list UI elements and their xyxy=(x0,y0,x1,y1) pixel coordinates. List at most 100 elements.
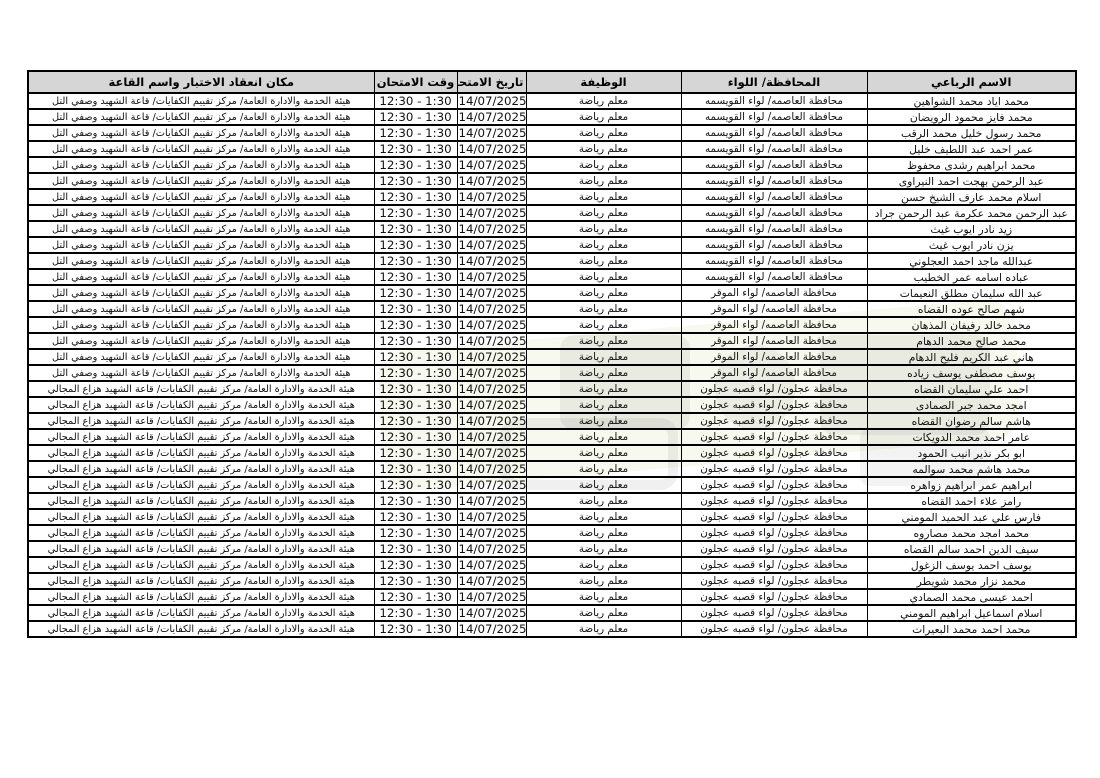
cell-exam-location: هيئة الخدمة والادارة العامة/ مركز تقييم … xyxy=(27,380,375,398)
table-row: محمد امجد محمد مصاروه محافظة عجلون/ لواء… xyxy=(27,524,1077,542)
cell-district: محافظة عجلون/ لواء قصبه عجلون xyxy=(680,476,868,494)
cell-full-name: يزن نادر ايوب غيث xyxy=(866,236,1077,254)
cell-exam-location: هيئة الخدمة والادارة العامة/ مركز تقييم … xyxy=(27,172,375,190)
table-row: عبد الله سليمان مطلق النعيمات محافظة الع… xyxy=(27,284,1077,302)
cell-district: محافظة عجلون/ لواء قصبه عجلون xyxy=(680,460,868,478)
cell-job: معلم رياضة xyxy=(525,204,682,222)
cell-full-name: اسلام محمد عارف الشيخ حسن xyxy=(866,188,1077,206)
cell-full-name: عباده اسامه عمر الخطيب xyxy=(866,268,1077,286)
cell-exam-date: 14/07/2025 xyxy=(456,572,527,590)
cell-exam-location: هيئة الخدمة والادارة العامة/ مركز تقييم … xyxy=(27,412,375,430)
col-header-exam-location-hall: مكان انعقاد الاختبار واسم القاعة xyxy=(27,70,375,94)
cell-full-name: رامز علاء احمد القضاه xyxy=(866,492,1077,510)
table-row: ابو بكر نذير انيب الحمود محافظة عجلون/ ل… xyxy=(27,444,1077,462)
cell-job: معلم رياضة xyxy=(525,492,682,510)
cell-job: معلم رياضة xyxy=(525,252,682,270)
cell-exam-location: هيئة الخدمة والادارة العامة/ مركز تقييم … xyxy=(27,476,375,494)
cell-full-name: محمد صالح محمد الدهام xyxy=(866,332,1077,350)
cell-exam-location: هيئة الخدمة والادارة العامة/ مركز تقييم … xyxy=(27,524,375,542)
cell-exam-location: هيئة الخدمة والادارة العامة/ مركز تقييم … xyxy=(27,140,375,158)
cell-exam-date: 14/07/2025 xyxy=(456,284,527,302)
cell-full-name: سيف الدين احمد سالم القضاه xyxy=(866,540,1077,558)
table-body: محمد اياد محمد الشواهين محافظة العاصمه/ … xyxy=(27,92,1077,638)
cell-job: معلم رياضة xyxy=(525,556,682,574)
cell-exam-location: هيئة الخدمة والادارة العامة/ مركز تقييم … xyxy=(27,508,375,526)
table-row: محمد ابراهيم رشدى محفوظ محافظة العاصمه/ … xyxy=(27,156,1077,174)
table-row: عبد الرحمن بهجت احمد النيراوى محافظة الع… xyxy=(27,172,1077,190)
table-row: رامز علاء احمد القضاه محافظة عجلون/ لواء… xyxy=(27,492,1077,510)
cell-full-name: هاني عبد الكريم فليح الدهام xyxy=(866,348,1077,366)
cell-district: محافظة العاصمه/ لواء القويسمه xyxy=(680,156,868,174)
cell-exam-time: 12:30 - 1:30 xyxy=(373,588,458,606)
cell-district: محافظة العاصمه/ لواء القويسمه xyxy=(680,252,868,270)
cell-exam-location: هيئة الخدمة والادارة العامة/ مركز تقييم … xyxy=(27,348,375,366)
cell-job: معلم رياضة xyxy=(525,268,682,286)
cell-exam-date: 14/07/2025 xyxy=(456,604,527,622)
cell-district: محافظة العاصمه/ لواء القويسمه xyxy=(680,92,868,110)
cell-exam-time: 12:30 - 1:30 xyxy=(373,316,458,334)
col-header-job: الوظيفة xyxy=(525,70,682,94)
cell-district: محافظة العاصمه/ لواء القويسمه xyxy=(680,188,868,206)
table-row: فارس علي عبد الحميد المومني محافظة عجلون… xyxy=(27,508,1077,526)
cell-exam-date: 14/07/2025 xyxy=(456,540,527,558)
cell-exam-time: 12:30 - 1:30 xyxy=(373,108,458,126)
cell-exam-time: 12:30 - 1:30 xyxy=(373,284,458,302)
cell-job: معلم رياضة xyxy=(525,140,682,158)
cell-full-name: محمد هاشم محمد سوالمه xyxy=(866,460,1077,478)
cell-district: محافظة عجلون/ لواء قصبه عجلون xyxy=(680,508,868,526)
cell-exam-time: 12:30 - 1:30 xyxy=(373,460,458,478)
table-row: هاشم سالم رضوان القضاه محافظة عجلون/ لوا… xyxy=(27,412,1077,430)
cell-full-name: عامر احمد محمد الدويكات xyxy=(866,428,1077,446)
cell-exam-location: هيئة الخدمة والادارة العامة/ مركز تقييم … xyxy=(27,156,375,174)
cell-exam-date: 14/07/2025 xyxy=(456,236,527,254)
cell-exam-date: 14/07/2025 xyxy=(456,492,527,510)
cell-exam-date: 14/07/2025 xyxy=(456,92,527,110)
cell-job: معلم رياضة xyxy=(525,284,682,302)
cell-job: معلم رياضة xyxy=(525,316,682,334)
cell-job: معلم رياضة xyxy=(525,460,682,478)
cell-district: محافظة العاصمه/ لواء الموقر xyxy=(680,364,868,382)
table-row: ابراهيم عمر ابراهيم زواهره محافظة عجلون/… xyxy=(27,476,1077,494)
table-row: شهم صالح عوده القضاه محافظة العاصمه/ لوا… xyxy=(27,300,1077,318)
table-row: عامر احمد محمد الدويكات محافظة عجلون/ لو… xyxy=(27,428,1077,446)
cell-full-name: هاشم سالم رضوان القضاه xyxy=(866,412,1077,430)
cell-full-name: محمد نزار محمد شويطر xyxy=(866,572,1077,590)
cell-exam-time: 12:30 - 1:30 xyxy=(373,508,458,526)
table-row: عباده اسامه عمر الخطيب محافظة العاصمه/ ل… xyxy=(27,268,1077,286)
cell-exam-time: 12:30 - 1:30 xyxy=(373,444,458,462)
cell-exam-date: 14/07/2025 xyxy=(456,348,527,366)
cell-exam-date: 14/07/2025 xyxy=(456,460,527,478)
table-row: محمد هاشم محمد سوالمه محافظة عجلون/ لواء… xyxy=(27,460,1077,478)
cell-full-name: ابو بكر نذير انيب الحمود xyxy=(866,444,1077,462)
cell-exam-location: هيئة الخدمة والادارة العامة/ مركز تقييم … xyxy=(27,204,375,222)
cell-full-name: عبد الرحمن محمد عكرمة عبد الرحمن جراد xyxy=(866,204,1077,222)
cell-exam-time: 12:30 - 1:30 xyxy=(373,396,458,414)
cell-exam-date: 14/07/2025 xyxy=(456,412,527,430)
cell-exam-time: 12:30 - 1:30 xyxy=(373,492,458,510)
cell-exam-location: هيئة الخدمة والادارة العامة/ مركز تقييم … xyxy=(27,556,375,574)
table-row: يزن نادر ايوب غيث محافظة العاصمه/ لواء ا… xyxy=(27,236,1077,254)
cell-job: معلم رياضة xyxy=(525,476,682,494)
table-row: عبد الرحمن محمد عكرمة عبد الرحمن جراد مح… xyxy=(27,204,1077,222)
cell-full-name: عمر احمد عبد اللطيف خليل xyxy=(866,140,1077,158)
cell-district: محافظة العاصمه/ لواء الموقر xyxy=(680,284,868,302)
cell-exam-date: 14/07/2025 xyxy=(456,140,527,158)
cell-exam-time: 12:30 - 1:30 xyxy=(373,348,458,366)
cell-district: محافظة عجلون/ لواء قصبه عجلون xyxy=(680,540,868,558)
cell-exam-location: هيئة الخدمة والادارة العامة/ مركز تقييم … xyxy=(27,444,375,462)
cell-exam-date: 14/07/2025 xyxy=(456,188,527,206)
cell-exam-time: 12:30 - 1:30 xyxy=(373,124,458,142)
cell-job: معلم رياضة xyxy=(525,572,682,590)
cell-exam-location: هيئة الخدمة والادارة العامة/ مركز تقييم … xyxy=(27,428,375,446)
cell-full-name: احمد عيسى محمد الصمادي xyxy=(866,588,1077,606)
table-row: اسلام محمد عارف الشيخ حسن محافظة العاصمه… xyxy=(27,188,1077,206)
cell-exam-date: 14/07/2025 xyxy=(456,396,527,414)
cell-exam-time: 12:30 - 1:30 xyxy=(373,92,458,110)
cell-exam-date: 14/07/2025 xyxy=(456,300,527,318)
cell-job: معلم رياضة xyxy=(525,380,682,398)
cell-exam-time: 12:30 - 1:30 xyxy=(373,300,458,318)
cell-exam-date: 14/07/2025 xyxy=(456,108,527,126)
cell-district: محافظة العاصمه/ لواء القويسمه xyxy=(680,268,868,286)
cell-job: معلم رياضة xyxy=(525,172,682,190)
